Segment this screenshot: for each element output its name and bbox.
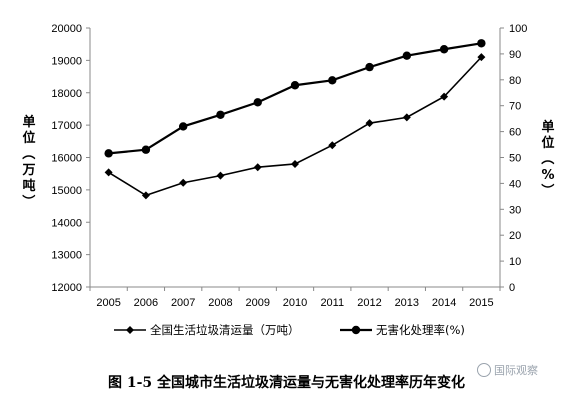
x-tick-label: 2013: [395, 297, 419, 309]
x-tick-label: 2010: [283, 297, 307, 309]
right-tick-label: 70: [509, 101, 521, 113]
series-1-point: [179, 178, 188, 187]
y-left-label-char: 万: [21, 163, 35, 178]
right-axis: 0 10 20 30 40 50 60 70 80 90 100: [499, 23, 527, 294]
figure-caption: 图 1-5 全国城市生活垃圾清运量与无害化处理率历年变化: [107, 375, 466, 391]
y-right-label-char: （: [539, 151, 555, 164]
series-2-point: [365, 62, 374, 72]
plot-area: [90, 28, 500, 287]
series-2-point: [141, 145, 151, 154]
series-1-point: [291, 159, 299, 168]
right-tick-label: 20: [509, 230, 521, 242]
series-1-point: [104, 168, 113, 177]
series-2-point: [290, 81, 300, 90]
y-right-label-char: ）: [539, 183, 555, 196]
right-tick-label: 90: [509, 49, 521, 61]
series-layer: [104, 39, 486, 200]
watermark-text: 国际观察: [494, 364, 538, 377]
left-tick-label: 16000: [51, 153, 82, 165]
legend: 全国生活垃圾清运量（万吨） 无害化处理率(%): [114, 323, 465, 337]
x-tick-label: 2005: [96, 297, 120, 309]
series-1-point: [253, 163, 262, 172]
series-2-point: [216, 110, 225, 119]
right-tick-label: 0: [509, 282, 515, 294]
x-tick-label: 2012: [357, 297, 381, 309]
watermark-icon: [477, 363, 491, 377]
series-1-point: [477, 53, 486, 62]
x-tick-label: 2006: [134, 297, 158, 309]
left-tick-label: 13000: [51, 250, 82, 262]
x-tick-label: 2008: [208, 297, 232, 309]
left-tick-label: 17000: [51, 120, 82, 132]
series-2-point: [328, 76, 337, 85]
y-right-label-char: 单: [541, 119, 554, 135]
right-tick-label: 80: [509, 75, 521, 87]
series-1-point: [365, 119, 374, 128]
x-tick-label: 2007: [171, 297, 195, 309]
y-right-label-char: %: [541, 168, 554, 183]
left-tick-label: 19000: [51, 55, 82, 67]
series-2-point: [439, 45, 449, 54]
left-tick-label: 15000: [51, 185, 82, 197]
x-tick-label: 2011: [320, 297, 344, 309]
series-1-point: [216, 171, 225, 180]
y-left-label-char: ）: [20, 194, 36, 207]
y-left-label-char: 单: [22, 114, 35, 130]
legend-marker-circle: [351, 325, 361, 335]
left-axis: 12000 13000 14000 15000 16000 17000 18000 19000…: [51, 23, 91, 294]
right-tick-label: 30: [509, 204, 521, 216]
series-2-point: [178, 122, 188, 131]
axis-labels: 单位（万吨）单位（%）: [20, 114, 555, 208]
watermark: 国际观察: [477, 362, 538, 378]
series-1-point: [402, 113, 411, 122]
left-tick-label: 20000: [51, 23, 82, 35]
right-tick-label: 10: [509, 256, 521, 268]
right-tick-label: 40: [509, 178, 521, 190]
x-axis: 2005 2006 2007 2008 2009 2010 2011 2012 2013 2014…: [89, 286, 501, 309]
legend-label-1: 全国生活垃圾清运量（万吨）: [150, 323, 300, 337]
legend-label-2: 无害化处理率(%): [376, 323, 465, 337]
right-tick-label: 100: [509, 23, 527, 35]
series-2-point: [402, 51, 412, 60]
legend-marker-diamond: [126, 326, 134, 334]
series-1-point: [440, 92, 449, 101]
chart-canvas: 12000 13000 14000 15000 16000 17000 18000 19000…: [20, 23, 555, 337]
x-tick-label: 2009: [245, 297, 269, 309]
plot-background: [90, 28, 500, 287]
right-tick-label: 50: [509, 153, 521, 165]
left-tick-label: 18000: [51, 88, 82, 100]
series-1-point: [328, 141, 337, 150]
y-left-label-char: （: [20, 146, 36, 159]
right-tick-label: 60: [509, 127, 521, 139]
y-left-label-char: 吨: [22, 178, 35, 194]
x-tick-label: 2015: [469, 297, 493, 309]
series-2-point: [253, 98, 262, 107]
y-left-label-char: 位: [22, 130, 35, 146]
series-1-point: [141, 191, 150, 200]
left-tick-label: 12000: [51, 282, 82, 294]
left-tick-label: 14000: [51, 217, 82, 229]
series-2-point: [104, 149, 113, 158]
y-right-label-char: 位: [541, 135, 554, 151]
series-2-point: [477, 39, 486, 48]
x-tick-label: 2014: [432, 297, 456, 309]
